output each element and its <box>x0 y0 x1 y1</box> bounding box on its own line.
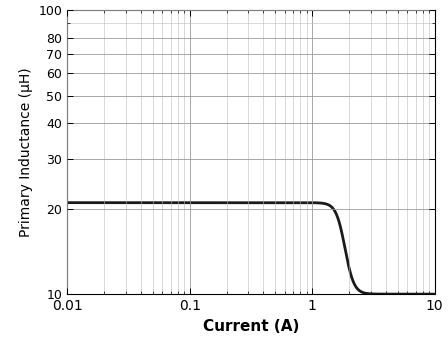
Y-axis label: Primary Inductance (μH): Primary Inductance (μH) <box>19 67 33 237</box>
X-axis label: Current (A): Current (A) <box>202 318 299 333</box>
